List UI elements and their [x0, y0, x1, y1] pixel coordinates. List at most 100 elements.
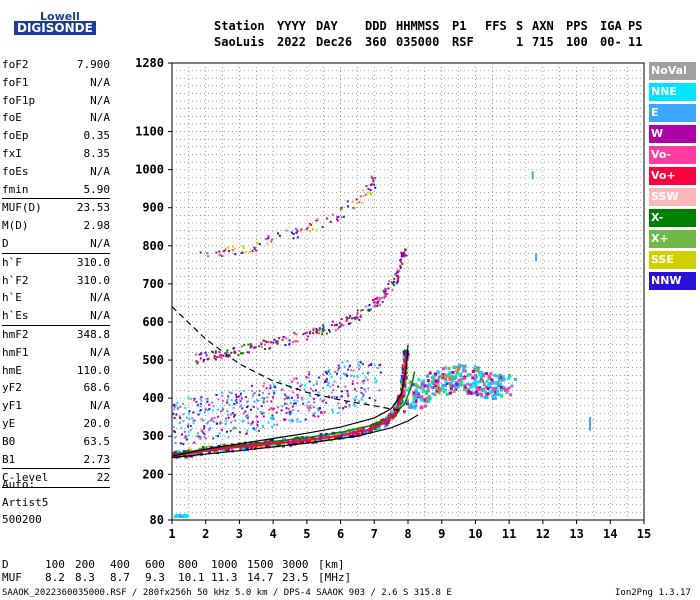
param-name: foF2 [2, 58, 29, 71]
echo-point [507, 373, 511, 377]
echo-point [233, 414, 236, 417]
echo-point [322, 326, 325, 329]
echo-point [355, 389, 358, 392]
echo-point [202, 358, 205, 361]
legend-item: Vo+ [649, 167, 696, 185]
echo-point [285, 407, 288, 410]
echo-point [215, 394, 218, 397]
echo-point [495, 386, 499, 390]
echo-point [495, 393, 499, 397]
echo-point [234, 419, 237, 422]
echo-point [401, 262, 404, 265]
echo-point [362, 363, 365, 366]
echo-point [265, 387, 268, 390]
echo-point [472, 383, 476, 387]
echo-point [251, 395, 254, 398]
echo-point [291, 380, 294, 383]
echo-point [341, 408, 344, 411]
echo-point [326, 381, 329, 384]
echo-point [218, 250, 221, 253]
echo-point [356, 313, 359, 316]
echo-point [425, 400, 429, 404]
echo-point [359, 314, 362, 317]
echo-point [475, 386, 479, 390]
echo-point [453, 377, 457, 381]
echo-point [415, 391, 419, 395]
echo-point [437, 388, 441, 392]
echo-point [447, 366, 451, 370]
param-row: hmF1 N/A [2, 344, 110, 362]
echo-point [404, 249, 407, 252]
echo-point [331, 320, 334, 323]
echo-point [199, 436, 202, 439]
echo-point [491, 389, 495, 393]
echo-point [346, 318, 349, 321]
echo-point [281, 338, 284, 341]
echo-point [328, 382, 331, 385]
param-name: hmF2 [2, 327, 29, 341]
echo-point [374, 377, 377, 380]
echo-point [402, 388, 406, 392]
echo-point [185, 416, 188, 419]
echo-point [245, 415, 248, 418]
echo-point [363, 388, 366, 391]
echo-point [203, 436, 206, 439]
echo-point [227, 416, 230, 419]
echo-point [426, 379, 430, 383]
echo-point [250, 422, 253, 425]
param-row: foF1p N/A [2, 92, 110, 110]
echo-point [267, 236, 270, 239]
echo-point [197, 435, 200, 438]
header-label-7: S [516, 19, 524, 33]
echo-point [338, 326, 341, 329]
echo-point [500, 394, 504, 398]
echo-point [294, 340, 297, 343]
echo-point [456, 385, 460, 389]
echo-point [263, 382, 266, 385]
echo-point [324, 379, 327, 382]
echo-point [293, 332, 296, 335]
echo-point [397, 271, 400, 274]
param-row: foF2 7.900 [2, 56, 110, 74]
echo-point [399, 266, 402, 269]
echo-point [413, 382, 417, 386]
echo-point [333, 380, 336, 383]
echo-point [238, 349, 241, 352]
x-tick-label: 4 [270, 527, 277, 541]
echo-point [454, 385, 458, 389]
echo-point [243, 343, 246, 346]
echo-point [382, 289, 385, 292]
echo-point [422, 379, 426, 383]
echo-point [356, 376, 359, 379]
echo-point [220, 357, 223, 360]
echo-point [589, 422, 592, 431]
param-value: N/A [90, 399, 110, 413]
echo-point [403, 254, 406, 257]
echo-point [334, 370, 337, 373]
echo-point [267, 421, 270, 424]
param-value: 20.0 [83, 416, 111, 430]
echo-point [325, 377, 328, 380]
echo-point [345, 434, 349, 438]
echo-point [487, 377, 491, 381]
echo-point [188, 410, 191, 413]
echo-point [269, 341, 272, 344]
y-tick-label: 500 [142, 353, 164, 367]
header-label-5: P1 [452, 19, 467, 33]
legend: NoVal NNE E W Vo- Vo+ SSW X- X+ SSE NNW [649, 62, 696, 293]
echo-point [451, 377, 455, 381]
param-name: fmin [2, 182, 29, 196]
echo-point [458, 382, 462, 386]
echo-point [218, 432, 221, 435]
echo-point [457, 366, 461, 370]
echo-point [184, 455, 188, 459]
echo-point [466, 382, 470, 386]
y-tick-label: 800 [142, 239, 164, 253]
echo-point [222, 255, 225, 258]
echo-point [270, 438, 274, 442]
echo-point [304, 418, 307, 421]
echo-point [478, 373, 482, 377]
echo-point [207, 357, 210, 360]
echo-point [244, 396, 247, 399]
echo-point [296, 420, 299, 423]
